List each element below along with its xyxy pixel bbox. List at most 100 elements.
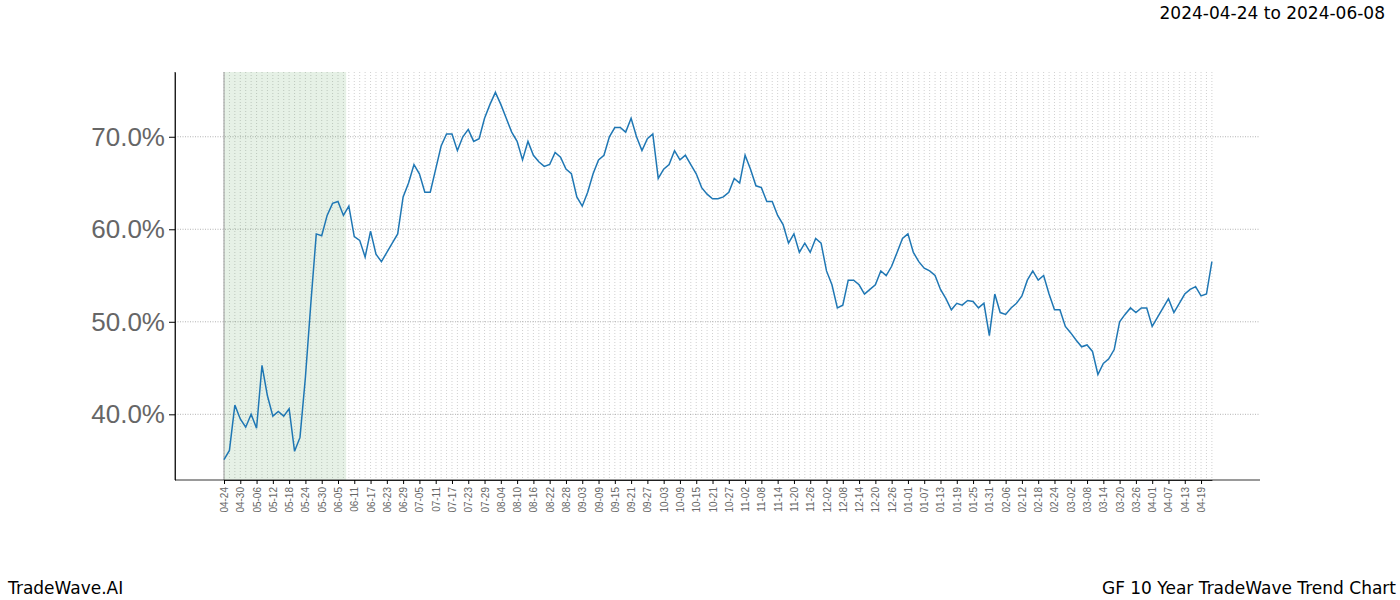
x-tick-label: 02-18 — [1033, 487, 1044, 513]
title: 2024-04-24 to 2024-06-08 — [1160, 3, 1385, 23]
spine-left — [175, 72, 176, 480]
x-tick: 01-25 — [968, 480, 979, 513]
x-tick: 03-02 — [1066, 480, 1077, 513]
x-tick-label: 10-09 — [675, 487, 686, 513]
grid-line-x — [940, 72, 941, 480]
grid-line-x — [1163, 72, 1164, 480]
grid-line-x — [598, 72, 599, 480]
x-tick-label: 01-01 — [903, 487, 914, 513]
x-tick-mark — [973, 480, 974, 484]
x-tick: 06-23 — [382, 480, 393, 513]
x-tick-mark — [273, 480, 274, 484]
x-tick-mark — [745, 480, 746, 484]
y-tick: 40.0% — [91, 399, 175, 429]
grid-line-x — [880, 72, 881, 480]
x-tick-mark — [468, 480, 469, 484]
x-tick-mark — [1168, 480, 1169, 484]
grid-line-x — [365, 72, 366, 480]
x-tick: 05-30 — [317, 480, 328, 513]
grid-line-x — [359, 72, 360, 480]
x-tick-label: 05-06 — [252, 487, 263, 513]
x-tick: 06-11 — [349, 480, 360, 512]
x-tick-label: 04-13 — [1180, 487, 1191, 513]
x-tick-mark — [1054, 480, 1055, 484]
grid-line-x — [728, 72, 729, 480]
x-tick-mark — [354, 480, 355, 484]
x-tick-label: 07-23 — [463, 487, 474, 513]
x-tick: 04-13 — [1180, 480, 1191, 513]
grid-line-x — [1049, 72, 1050, 480]
grid-line-x — [924, 72, 925, 480]
x-tick: 03-14 — [1098, 480, 1109, 513]
x-tick-label: 04-24 — [219, 487, 230, 513]
grid-line-x — [679, 72, 680, 480]
grid-line-x — [815, 72, 816, 480]
x-tick: 10-27 — [724, 480, 735, 513]
x-tick-label: 03-20 — [1115, 487, 1126, 513]
x-tick-mark — [631, 480, 632, 484]
grid-line-x — [766, 72, 767, 480]
x-tick-mark — [322, 480, 323, 484]
x-tick: 08-28 — [561, 480, 572, 513]
x-tick: 06-17 — [366, 480, 377, 513]
x-tick-mark — [729, 480, 730, 484]
grid-line-x — [408, 72, 409, 480]
x-tick-mark — [371, 480, 372, 484]
grid-line-x — [831, 72, 832, 480]
grid-line-x — [951, 72, 952, 480]
grid-line-x — [527, 72, 528, 480]
x-tick-label: 05-18 — [284, 487, 295, 513]
grid-line-x — [945, 72, 946, 480]
grid-line-x — [1108, 72, 1109, 480]
x-tick: 07-29 — [480, 480, 491, 513]
grid-line-x — [989, 72, 990, 480]
grid-line-x — [1032, 72, 1033, 480]
grid-line-x — [1027, 72, 1028, 480]
grid-line-x — [902, 72, 903, 480]
grid-line-x — [973, 72, 974, 480]
x-tick: 09-21 — [626, 480, 637, 513]
x-tick-label: 08-22 — [545, 487, 556, 513]
x-tick-label: 09-03 — [577, 487, 588, 513]
grid-line-x — [918, 72, 919, 480]
x-tick-label: 08-10 — [512, 487, 523, 513]
grid-line-x — [522, 72, 523, 480]
grid-line-x — [435, 72, 436, 480]
x-tick: 11-26 — [805, 480, 816, 512]
x-tick-mark — [485, 480, 486, 484]
x-tick-mark — [647, 480, 648, 484]
x-tick-label: 07-17 — [447, 487, 458, 513]
x-tick-mark — [794, 480, 795, 484]
x-tick-label: 12-26 — [887, 487, 898, 513]
grid-line-x — [723, 72, 724, 480]
x-tick-label: 12-02 — [822, 487, 833, 513]
x-tick-label: 08-28 — [561, 487, 572, 513]
x-tick-label: 11-02 — [740, 487, 751, 512]
grid-line-x — [804, 72, 805, 480]
grid-line-x — [1070, 72, 1071, 480]
grid-line-x — [1211, 72, 1212, 480]
x-tick-label: 12-20 — [870, 487, 881, 513]
grid-line-x — [489, 72, 490, 480]
x-tick: 03-26 — [1131, 480, 1142, 513]
x-tick: 08-10 — [512, 480, 523, 513]
x-tick: 07-17 — [447, 480, 458, 513]
x-tick-mark — [859, 480, 860, 484]
grid-line-x — [1087, 72, 1088, 480]
grid-line-x — [506, 72, 507, 480]
grid-line-x — [582, 72, 583, 480]
x-tick-label: 02-12 — [1017, 487, 1028, 513]
grid-line-x — [967, 72, 968, 480]
grid-line-x — [603, 72, 604, 480]
grid-line-x — [555, 72, 556, 480]
x-tick: 02-18 — [1033, 480, 1044, 513]
x-tick-mark — [1185, 480, 1186, 484]
x-tick: 06-29 — [398, 480, 409, 513]
grid-line-x — [978, 72, 979, 480]
x-tick-mark — [761, 480, 762, 484]
x-tick-label: 02-06 — [1001, 487, 1012, 513]
y-tick-mark — [169, 322, 175, 323]
x-tick-mark — [615, 480, 616, 484]
y-tick-mark — [169, 137, 175, 138]
grid-line-x — [517, 72, 518, 480]
